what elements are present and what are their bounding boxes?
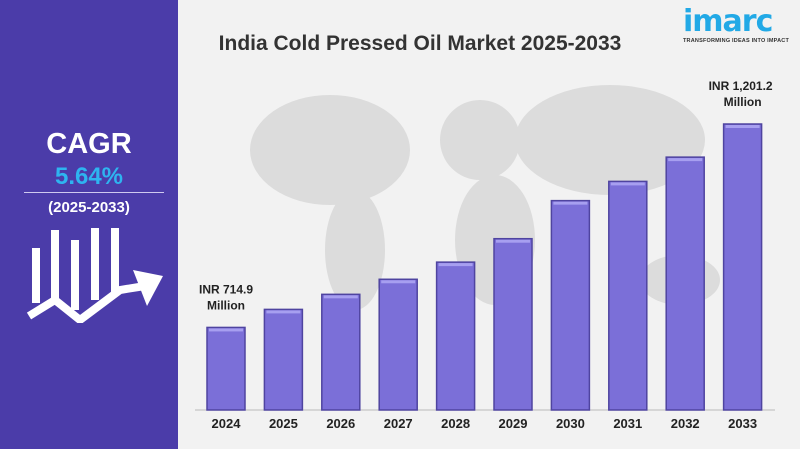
cagr-period: (2025-2033) xyxy=(48,199,130,216)
bar-2032 xyxy=(665,156,705,411)
x-tick-label: 2025 xyxy=(269,416,298,431)
data-label: INR 1,201.2 xyxy=(709,79,773,93)
data-label-unit: Million xyxy=(207,298,245,312)
x-tick-label: 2032 xyxy=(671,416,700,431)
bar-highlight xyxy=(266,310,301,314)
x-tick-label: 2029 xyxy=(499,416,528,431)
x-tick-label: 2033 xyxy=(728,416,757,431)
bar-highlight xyxy=(381,280,416,284)
bar-highlight xyxy=(668,158,703,162)
bar-2029 xyxy=(493,237,533,411)
chart-title: India Cold Pressed Oil Market 2025-2033 xyxy=(218,32,622,55)
bar-highlight xyxy=(323,295,358,299)
bar-2028 xyxy=(435,261,476,411)
bar-2027 xyxy=(378,278,418,411)
bar-highlight xyxy=(553,201,588,205)
x-tick-label: 2030 xyxy=(556,416,585,431)
cagr-panel: CAGR 5.64% (2025-2033) xyxy=(0,0,178,449)
data-label-unit: Million xyxy=(724,95,762,109)
bar-2025 xyxy=(263,308,304,411)
bar-2030 xyxy=(550,199,591,411)
x-tick-label: 2024 xyxy=(212,416,242,431)
cagr-value: 5.64% xyxy=(54,163,124,190)
x-tick-label: 2027 xyxy=(384,416,413,431)
divider xyxy=(24,192,164,193)
world-map-background xyxy=(250,85,720,310)
bar-2033 xyxy=(722,123,763,411)
imarc-logo: imarc TRANSFORMING IDEAS INTO IMPACT xyxy=(683,4,793,45)
bar-highlight xyxy=(496,239,530,243)
cagr-label: CAGR xyxy=(46,128,132,160)
data-label: INR 714.9 xyxy=(199,282,253,296)
bar-highlight xyxy=(610,182,645,186)
logo-word: imarc xyxy=(683,4,773,39)
bar-highlight xyxy=(209,328,243,332)
bar-2026 xyxy=(321,293,361,411)
x-tick-label: 2028 xyxy=(441,416,470,431)
growth-chart-icon xyxy=(26,228,163,323)
bar-highlight xyxy=(725,125,760,128)
x-tick-label: 2026 xyxy=(326,416,355,431)
bar-highlight xyxy=(438,263,473,267)
bar-2024 xyxy=(206,326,246,411)
logo-tagline: TRANSFORMING IDEAS INTO IMPACT xyxy=(683,38,790,44)
bar-2031 xyxy=(608,180,648,411)
x-tick-label: 2031 xyxy=(613,416,642,431)
